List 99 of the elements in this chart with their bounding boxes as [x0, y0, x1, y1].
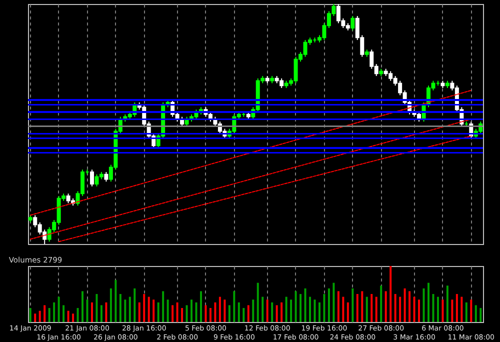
- bar: [214, 302, 216, 322]
- bar: [465, 302, 468, 322]
- bar: [413, 296, 416, 322]
- bar: [72, 314, 74, 322]
- bar: [399, 296, 402, 322]
- bar: [480, 308, 482, 322]
- bar: [86, 300, 88, 322]
- bar: [328, 288, 330, 322]
- bar: [100, 305, 102, 322]
- bar: [337, 291, 340, 322]
- bar: [427, 282, 430, 322]
- bar: [470, 300, 472, 322]
- bar: [224, 300, 226, 322]
- bar: [233, 291, 236, 322]
- bar: [332, 282, 335, 322]
- bar: [176, 302, 178, 322]
- bar: [418, 300, 420, 322]
- bar: [138, 302, 140, 322]
- bar: [271, 302, 274, 322]
- bar: [446, 286, 448, 322]
- bar: [370, 294, 373, 322]
- bar: [300, 294, 302, 322]
- bar: [105, 302, 108, 322]
- bar: [162, 291, 164, 322]
- bar: [432, 294, 434, 322]
- bar: [314, 300, 316, 322]
- bar: [166, 300, 169, 322]
- bar: [128, 296, 131, 322]
- bar: [422, 288, 425, 322]
- bar: [404, 288, 406, 322]
- bar: [114, 280, 117, 322]
- bar: [119, 294, 122, 322]
- bar: [375, 296, 378, 322]
- bar: [34, 314, 36, 322]
- bar: [58, 296, 60, 322]
- bar: [76, 308, 79, 322]
- bar: [352, 288, 354, 322]
- bar: [294, 291, 297, 322]
- bar: [48, 308, 50, 322]
- bar: [62, 305, 65, 322]
- bar: [90, 302, 93, 322]
- bar: [134, 288, 136, 322]
- bar: [356, 294, 358, 322]
- bar: [318, 302, 320, 322]
- bar: [256, 282, 259, 322]
- bar: [29, 308, 32, 322]
- bar: [390, 266, 392, 322]
- bar: [262, 296, 264, 322]
- bar: [384, 291, 387, 322]
- bar: [152, 300, 155, 322]
- bar: [309, 296, 312, 322]
- bar: [361, 291, 364, 322]
- bar: [460, 296, 463, 322]
- bar: [266, 300, 268, 322]
- bar: [366, 296, 368, 322]
- bar: [247, 305, 250, 322]
- bar: [252, 300, 254, 322]
- bar: [38, 310, 41, 322]
- bar: [276, 305, 278, 322]
- bar: [110, 288, 112, 322]
- bar: [200, 291, 202, 322]
- bar: [285, 296, 288, 322]
- bar: [209, 308, 212, 322]
- bar: [451, 300, 454, 322]
- bar: [323, 294, 326, 322]
- bar: [342, 296, 344, 322]
- bar: [238, 302, 240, 322]
- bar: [190, 300, 193, 322]
- bar: [172, 305, 174, 322]
- bar: [67, 310, 70, 322]
- bar: [218, 296, 221, 322]
- candlestick: [104, 172, 108, 182]
- bar: [143, 294, 146, 322]
- bar: [96, 294, 98, 322]
- bar: [195, 302, 198, 322]
- bar: [346, 302, 349, 322]
- bar: [186, 305, 188, 322]
- bar: [124, 300, 126, 322]
- candlestick: [90, 169, 94, 187]
- bar: [442, 300, 444, 322]
- bar: [181, 308, 184, 322]
- bar: [304, 288, 306, 322]
- bar: [436, 296, 439, 322]
- bar: [228, 305, 230, 322]
- bar: [380, 286, 382, 322]
- bar: [44, 305, 46, 322]
- bar: [157, 302, 160, 322]
- candlestick: [350, 16, 355, 31]
- bar: [456, 294, 458, 322]
- bar: [148, 296, 150, 322]
- bar: [408, 291, 411, 322]
- bar: [204, 305, 207, 322]
- bar: [82, 291, 84, 322]
- bar: [394, 294, 396, 322]
- bar: [242, 308, 245, 322]
- bar: [280, 302, 283, 322]
- bar: [53, 302, 56, 322]
- bar: [290, 300, 292, 322]
- bar: [474, 305, 477, 322]
